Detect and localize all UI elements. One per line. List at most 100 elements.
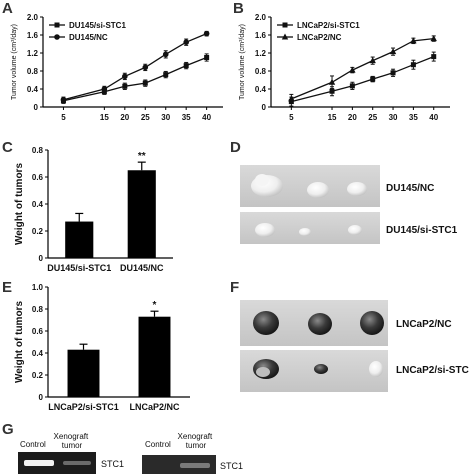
- data-point: [142, 80, 148, 86]
- legend-label: DU145/si-STC1: [69, 21, 126, 30]
- y-tick-label: 0.8: [32, 146, 44, 155]
- x-tick-label: DU145/NC: [120, 263, 164, 273]
- bar: [67, 349, 100, 397]
- data-point: [370, 76, 376, 82]
- panel-label-e: E: [2, 279, 12, 296]
- photo-label-lncap2-nc: LNCaP2/NC: [396, 319, 452, 330]
- y-axis-label: Weight of tumors: [14, 301, 25, 383]
- gel-lane-label-xenograft: Xenograft tumor: [178, 432, 215, 450]
- significance-marker: **: [138, 151, 146, 162]
- tumor-photo-lncap2: LNCaP2/NC LNCaP2/si-STC: [240, 300, 469, 392]
- data-point: [204, 55, 210, 60]
- y-tick-label: 1.6: [27, 31, 39, 40]
- y-tick-label: 0: [34, 103, 39, 112]
- photo-label-lncap2-si: LNCaP2/si-STC: [396, 365, 469, 376]
- x-tick-label: 5: [61, 113, 66, 122]
- y-tick-label: 0.4: [32, 200, 44, 209]
- tumor-specimen: [307, 182, 329, 198]
- tumor-specimen: [369, 361, 383, 377]
- data-point: [162, 51, 169, 58]
- x-tick-label: LNCaP2/NC: [129, 402, 180, 412]
- tumor-volume-chart-du145: 0 0.4 0.8 1.2 1.6 2.0 5 15 20 25 30 35 40 Tumor volum…: [11, 13, 223, 122]
- tumor-specimen: [308, 313, 332, 335]
- x-tick-label: 20: [120, 113, 129, 122]
- significance-marker: *: [153, 300, 157, 311]
- x-tick-label: 5: [289, 113, 294, 122]
- gel-lane-label-xenograft: Xenograft tumor: [54, 432, 91, 450]
- gel-left: Control Xenograft tumor STC1: [18, 432, 124, 474]
- x-tick-label: 35: [182, 113, 191, 122]
- photo-label-du145-nc: DU145/NC: [386, 183, 434, 194]
- y-tick-label: 2.0: [255, 13, 267, 22]
- x-tick-label: 25: [141, 113, 150, 122]
- tumor-photo-du145: DU145/NC DU145/si-STC1: [240, 165, 458, 244]
- x-tick-label: 25: [368, 113, 377, 122]
- y-tick-label: 1.6: [255, 31, 267, 40]
- data-point: [183, 39, 189, 45]
- legend-label: LNCaP2/NC: [297, 33, 342, 42]
- y-tick-label: 0.8: [32, 305, 44, 314]
- legend-label: DU145/NC: [69, 33, 108, 42]
- y-tick-label: 1.2: [255, 49, 267, 58]
- data-point: [60, 97, 67, 103]
- data-point: [329, 88, 335, 94]
- y-tick-label: 0: [39, 393, 44, 402]
- data-point: [369, 57, 376, 64]
- data-point: [430, 35, 437, 42]
- y-axis-label: Weight of tumors: [14, 163, 25, 245]
- y-tick-label: 2.0: [27, 13, 39, 22]
- y-tick-label: 0: [262, 103, 267, 112]
- tumor-specimen: [314, 364, 328, 374]
- gel-lane-label-control: Control: [145, 440, 171, 449]
- gel-lane-label-control: Control: [20, 440, 46, 449]
- tumor-specimen: [360, 311, 384, 335]
- gel-band-xenograft: [180, 463, 210, 468]
- x-tick-label: 40: [202, 113, 211, 122]
- gel-band-label: STC1: [101, 459, 124, 469]
- legend-marker: [281, 33, 289, 40]
- x-tick-label: 15: [328, 113, 337, 122]
- tumor-volume-chart-lncap2: 0 0.4 0.8 1.2 1.6 2.0 5 15 20 25 30 35 40 Tumor volum…: [239, 13, 450, 122]
- gel-lane-label-xenograft-line1: Xenograft: [178, 432, 213, 441]
- legend-marker: [54, 34, 60, 40]
- tumor-specimen: [299, 228, 311, 236]
- x-tick-label: 20: [348, 113, 357, 122]
- gel-lane-label-xenograft-line2: tumor: [62, 441, 83, 450]
- y-tick-label: 1.0: [32, 283, 44, 292]
- y-tick-label: 0.4: [255, 85, 267, 94]
- panel-label-a: A: [2, 0, 13, 17]
- gel-image: [142, 455, 216, 474]
- photo-label-du145-si: DU145/si-STC1: [386, 225, 458, 236]
- tumor-specimen: [347, 182, 367, 196]
- data-point: [142, 64, 149, 71]
- data-point: [122, 73, 128, 80]
- gel-image: [18, 452, 96, 474]
- tumor-specimen: [253, 311, 279, 335]
- data-point: [183, 63, 189, 69]
- data-point: [163, 72, 169, 78]
- panel-label-c: C: [2, 139, 13, 156]
- x-tick-label: 30: [161, 113, 170, 122]
- gel-band-control: [24, 460, 54, 466]
- legend-label: LNCaP2/si-STC1: [297, 21, 360, 30]
- data-point: [203, 30, 210, 37]
- y-tick-label: 0.8: [255, 67, 267, 76]
- y-tick-label: 1.2: [27, 49, 39, 58]
- y-tick-label: 0: [39, 254, 44, 263]
- x-tick-label: DU145/si-STC1: [47, 263, 111, 273]
- x-tick-label: 15: [100, 113, 109, 122]
- y-tick-label: 0.4: [27, 85, 39, 94]
- y-axis-label: Tumor volume (cm³/day): [239, 24, 246, 100]
- data-point: [389, 48, 397, 55]
- legend-marker: [54, 22, 60, 28]
- x-tick-label: LNCaP2/si-STC1: [48, 402, 119, 412]
- y-tick-label: 0.6: [32, 173, 44, 182]
- data-point: [349, 83, 355, 89]
- data-point: [431, 54, 437, 60]
- tumor-weight-chart-du145: 0 0.2 0.4 0.6 0.8 Weight of tumors DU145/si-ST…: [14, 146, 173, 273]
- x-tick-label: 30: [389, 113, 398, 122]
- data-point: [410, 37, 417, 44]
- tumor-weight-chart-lncap2: 0 0.2 0.4 0.6 0.8 1.0 Weight of tumors LNCaP2/s…: [14, 283, 190, 412]
- y-axis-label: Tumor volume (cm³/day): [11, 24, 18, 100]
